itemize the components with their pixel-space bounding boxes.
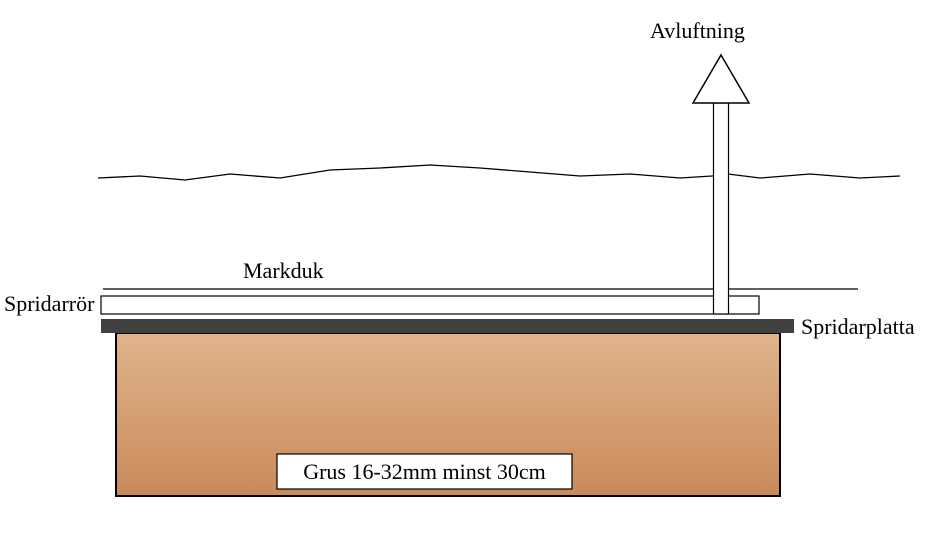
label-spridarror: Spridarrör — [4, 291, 94, 317]
label-spridarplatta: Spridarplatta — [801, 314, 915, 340]
label-grus-caption: Grus 16-32mm minst 30cm — [277, 454, 572, 489]
label-avluftning: Avluftning — [650, 18, 745, 44]
label-markduk: Markduk — [243, 258, 324, 284]
diagram-root: { "canvas": { "width": 942, "height": 54… — [0, 0, 942, 546]
